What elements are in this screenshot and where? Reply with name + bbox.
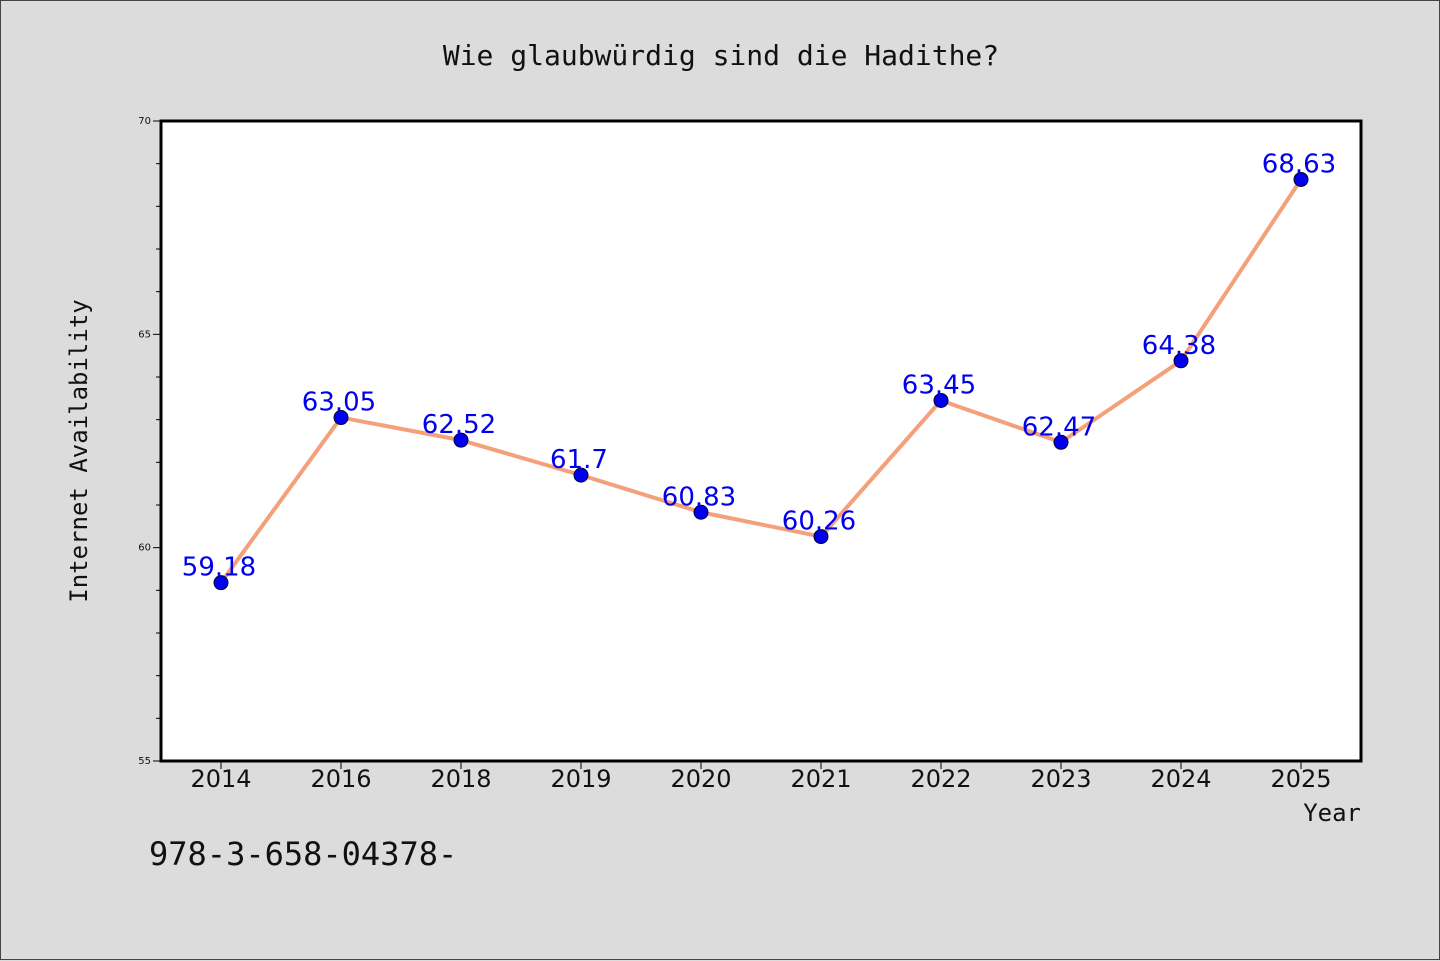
y-tick-label: 65 bbox=[138, 329, 151, 340]
data-label: 62.47 bbox=[1022, 412, 1096, 442]
data-point bbox=[693, 504, 709, 520]
x-tick-label: 2025 bbox=[1270, 765, 1331, 793]
data-point bbox=[453, 432, 469, 448]
data-point bbox=[1053, 434, 1069, 450]
data-label: 60.83 bbox=[662, 482, 736, 512]
x-tick-label: 2018 bbox=[430, 765, 491, 793]
x-tick-label: 2022 bbox=[910, 765, 971, 793]
series-line bbox=[219, 177, 1303, 585]
x-tick-label: 2014 bbox=[190, 765, 251, 793]
data-label: 63.45 bbox=[902, 370, 976, 400]
x-tick-label: 2023 bbox=[1030, 765, 1091, 793]
data-label: 61.7 bbox=[550, 445, 608, 475]
y-tick-label: 60 bbox=[138, 543, 151, 554]
y-axis-label: Internet Availability bbox=[65, 299, 93, 602]
data-label: 64.38 bbox=[1142, 331, 1216, 361]
y-tick-label: 70 bbox=[138, 116, 151, 127]
data-point bbox=[333, 410, 349, 426]
series-layer: 59.18 63.05 62.52 61.7 60.83 60.26 63.45 62.47 6… bbox=[182, 149, 1336, 591]
data-label: 63.05 bbox=[302, 388, 376, 418]
data-label: 60.26 bbox=[782, 507, 856, 537]
x-tick-label: 2024 bbox=[1150, 765, 1211, 793]
data-label: 59.18 bbox=[182, 553, 256, 583]
x-tick-label: 2021 bbox=[790, 765, 851, 793]
data-point bbox=[573, 467, 589, 483]
plot-area bbox=[159, 119, 1363, 763]
footer-code: 978-3-658-04378- bbox=[149, 835, 457, 873]
x-tick-label: 2016 bbox=[310, 765, 371, 793]
data-label: 62.52 bbox=[422, 410, 496, 440]
data-point bbox=[1293, 171, 1309, 187]
chart-title: Wie glaubwürdig sind die Hadithe? bbox=[443, 39, 999, 72]
data-point bbox=[933, 392, 949, 408]
x-tick-label: 2019 bbox=[550, 765, 611, 793]
x-axis: 2014 2016 2018 2019 2020 2021 2022 2023 2024 2025 bbox=[190, 761, 1332, 793]
data-point bbox=[1173, 353, 1189, 369]
data-point bbox=[213, 575, 229, 591]
data-point bbox=[813, 529, 829, 545]
x-axis-label: Year bbox=[1303, 799, 1361, 827]
y-tick-label: 55 bbox=[138, 756, 151, 767]
x-tick-label: 2020 bbox=[670, 765, 731, 793]
y-axis: 55 60 65 70 bbox=[138, 116, 161, 767]
data-label: 68.63 bbox=[1262, 149, 1336, 179]
